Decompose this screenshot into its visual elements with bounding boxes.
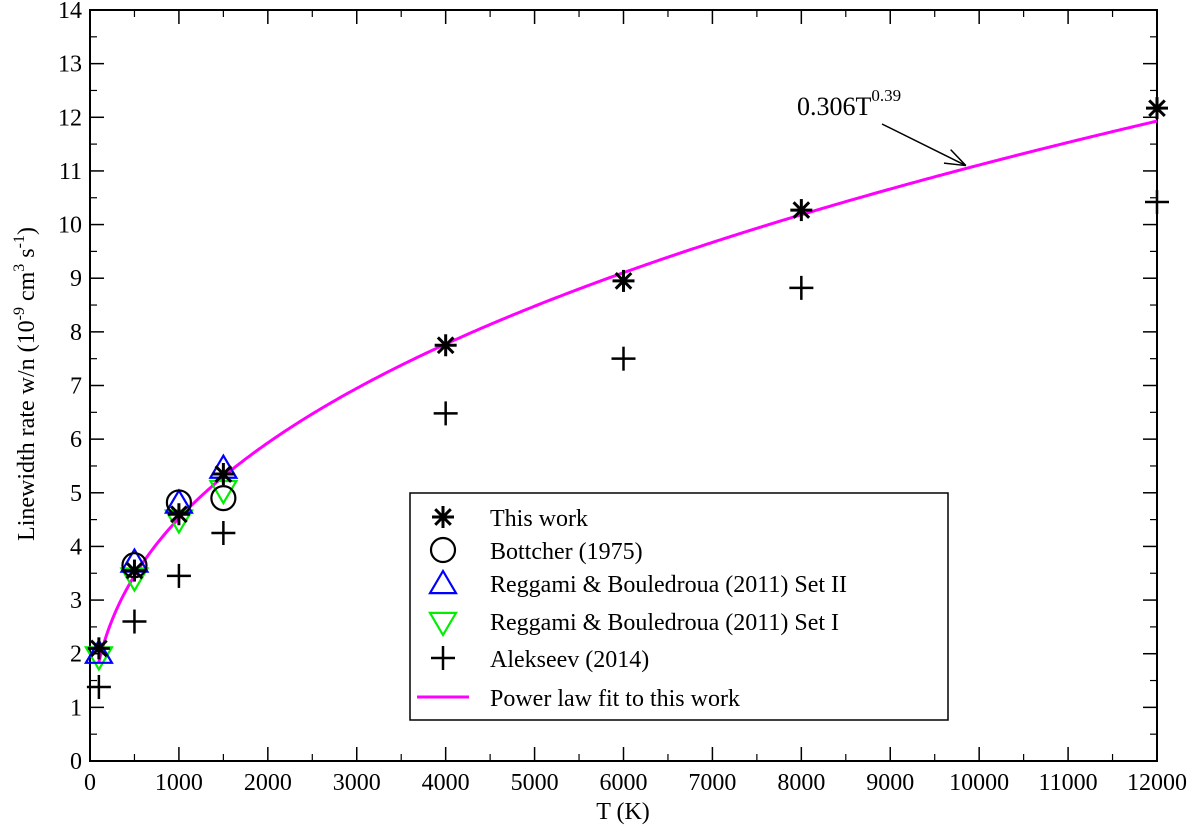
data-point-plus bbox=[1145, 190, 1169, 215]
power-law-fit-line bbox=[97, 119, 1158, 663]
asterisk-stroke bbox=[614, 272, 633, 290]
y-tick-label: 14 bbox=[58, 0, 82, 24]
asterisk-stroke bbox=[170, 505, 188, 524]
y-axis-label-prefix: Linewidth rate w/n (10 bbox=[14, 320, 40, 541]
data-point-asterisk bbox=[434, 334, 457, 357]
data-point-plus bbox=[86, 674, 111, 699]
legend: This work Bottcher (1975) Reggami & Boul… bbox=[409, 492, 949, 721]
arrowhead-stroke bbox=[950, 149, 967, 167]
x-tick-label: 12000 bbox=[1127, 770, 1187, 796]
x-tick-label: 4000 bbox=[422, 770, 470, 796]
legend-symbol-triangle-down bbox=[428, 611, 458, 638]
asterisk-stroke bbox=[1148, 99, 1166, 118]
legend-label-bottcher: Bottcher (1975) bbox=[490, 539, 643, 565]
data-point-asterisk bbox=[123, 559, 146, 582]
x-tick-labels: 0 1000 2000 3000 4000 5000 6000 7000 8000 9000 100… bbox=[84, 770, 1187, 796]
circle-marker-shape bbox=[429, 536, 457, 564]
fit-annotation-exp: 0.39 bbox=[871, 86, 901, 105]
x-tick-label: 2000 bbox=[244, 770, 292, 796]
data-point-asterisk bbox=[1146, 97, 1168, 120]
legend-symbol-asterisk bbox=[432, 506, 454, 528]
y-tick-label: 9 bbox=[70, 266, 82, 292]
x-tick-label: 6000 bbox=[600, 770, 648, 796]
triangle-down-shape bbox=[428, 611, 458, 638]
legend-symbol-plus bbox=[431, 646, 455, 670]
legend-label-alekseev: Alekseev (2014) bbox=[490, 647, 649, 673]
y-axis-label: Linewidth rate w/n (10-9 cm3 s-1) bbox=[11, 227, 40, 541]
annotation-arrow bbox=[881, 123, 967, 167]
asterisk-stroke bbox=[792, 201, 811, 219]
data-point-plus bbox=[433, 401, 458, 426]
legend-label-reggami-set-ii: Reggami & Bouledroua (2011) Set II bbox=[490, 572, 847, 598]
data-point-asterisk bbox=[87, 637, 110, 660]
x-tick-label: 7000 bbox=[688, 770, 736, 796]
y-tick-label: 4 bbox=[70, 534, 82, 560]
y-axis-label-mid: cm bbox=[14, 271, 40, 307]
data-point-asterisk bbox=[212, 463, 235, 486]
data-point-asterisk bbox=[612, 269, 635, 292]
triangle-up-shape bbox=[428, 568, 458, 595]
legend-label-this-work: This work bbox=[490, 506, 588, 532]
legend-box bbox=[409, 492, 949, 721]
data-point-plus bbox=[611, 346, 636, 371]
arrowhead-stroke bbox=[943, 162, 966, 167]
y-tick-label: 1 bbox=[70, 695, 82, 721]
fit-annotation-base: 0.306T bbox=[797, 92, 872, 121]
asterisk-stroke bbox=[436, 336, 455, 355]
legend-symbol-circle bbox=[429, 536, 457, 564]
asterisk-stroke bbox=[90, 639, 108, 658]
x-tick-label: 3000 bbox=[333, 770, 381, 796]
y-tick-label: 0 bbox=[70, 749, 82, 775]
x-tick-label: 10000 bbox=[949, 770, 1009, 796]
data-point-triangle-up bbox=[83, 638, 114, 664]
y-tick-label: 6 bbox=[70, 427, 82, 453]
asterisk-stroke bbox=[125, 561, 144, 580]
data-point-circle bbox=[210, 485, 237, 512]
y-tick-label: 11 bbox=[59, 159, 82, 185]
y-tick-label: 8 bbox=[70, 320, 82, 346]
asterisk-stroke bbox=[434, 508, 452, 526]
y-tick-label: 7 bbox=[70, 374, 82, 400]
axis-ticks bbox=[89, 9, 1158, 762]
x-axis-label: T (K) bbox=[596, 799, 650, 825]
legend-label-reggami-set-i: Reggami & Bouledroua (2011) Set I bbox=[490, 610, 839, 636]
legend-symbol-triangle-up bbox=[428, 568, 458, 595]
circle-marker-shape bbox=[210, 485, 237, 512]
y-axis-label-s: s bbox=[14, 248, 40, 263]
y-tick-label: 5 bbox=[70, 481, 82, 507]
data-point-plus bbox=[211, 521, 236, 546]
data-markers bbox=[83, 97, 1169, 699]
y-tick-label: 13 bbox=[58, 52, 82, 78]
x-tick-label: 0 bbox=[84, 770, 96, 796]
fit-annotation: 0.306T0.39 bbox=[797, 86, 901, 121]
x-tick-label: 5000 bbox=[511, 770, 559, 796]
y-tick-label: 10 bbox=[58, 213, 82, 239]
data-point-plus bbox=[166, 563, 191, 588]
asterisk-stroke bbox=[214, 465, 233, 483]
data-point-asterisk bbox=[167, 503, 190, 526]
data-point-plus bbox=[122, 609, 147, 634]
legend-symbols bbox=[417, 506, 469, 699]
x-tick-label: 9000 bbox=[866, 770, 914, 796]
y-axis-label-suffix: ) bbox=[14, 227, 40, 235]
x-tick-label: 1000 bbox=[155, 770, 203, 796]
x-tick-label: 11000 bbox=[1039, 770, 1098, 796]
y-axis-label-exp2: 3 bbox=[11, 264, 28, 272]
y-tick-label: 3 bbox=[70, 588, 82, 614]
data-point-plus bbox=[789, 275, 814, 300]
y-tick-label: 12 bbox=[58, 105, 82, 131]
data-point-asterisk bbox=[790, 199, 813, 222]
x-tick-label: 8000 bbox=[777, 770, 825, 796]
y-axis-label-exp3: -1 bbox=[11, 235, 28, 248]
y-tick-label: 2 bbox=[70, 642, 82, 668]
triangle-up-shape bbox=[83, 638, 114, 664]
legend-label-power-law-fit: Power law fit to this work bbox=[490, 686, 740, 712]
y-axis-label-exp1: -9 bbox=[11, 307, 28, 320]
annotation-arrowhead bbox=[943, 149, 967, 167]
